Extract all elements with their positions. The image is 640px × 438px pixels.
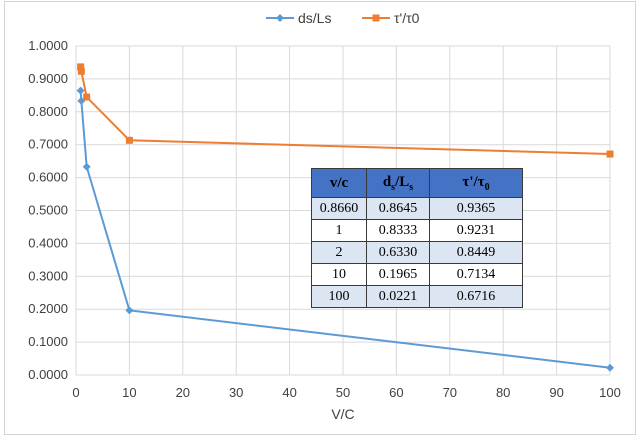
- data-point: [82, 162, 91, 171]
- y-tick-label: 0.0000: [28, 367, 68, 382]
- table-cell: 2: [311, 241, 367, 264]
- data-point: [77, 67, 85, 75]
- table-row: 100 0.0221 0.6716: [311, 285, 523, 308]
- table-header-tau-ratio: τ'/τ0: [429, 168, 523, 198]
- table-body: 0.8660 0.8645 0.9365 1 0.8333 0.9231 2 0.6330 0.…: [311, 197, 523, 308]
- table-cell: 0.6716: [429, 285, 523, 308]
- y-tick-label: 0.4000: [28, 235, 68, 250]
- x-tick-label: 40: [282, 385, 296, 400]
- x-tick-label: 50: [336, 385, 350, 400]
- y-tick-label: 0.8000: [28, 104, 68, 119]
- y-tick-label: 0.9000: [28, 71, 68, 86]
- x-tick-label: 20: [176, 385, 190, 400]
- data-point: [76, 86, 85, 95]
- table-header-vc: v/c: [311, 168, 367, 198]
- legend-marker: [372, 14, 380, 22]
- x-tick-label: 90: [549, 385, 563, 400]
- series-line-1: [79, 66, 611, 156]
- table-cell: 0.8660: [311, 197, 367, 220]
- table-cell: 100: [311, 285, 367, 308]
- data-point: [606, 363, 614, 372]
- x-tick-label: 60: [389, 385, 403, 400]
- chart-frame: [4, 1, 636, 435]
- data-point: [77, 63, 85, 71]
- table-cell: 0.9231: [429, 219, 523, 242]
- y-tick-label: 0.2000: [28, 301, 68, 316]
- x-axis-ticks: 0 10 20 30 40 50 60 70 80 90 100: [72, 385, 620, 400]
- y-axis-ticks: 0.0000 0.1000 0.2000 0.3000 0.4000 0.5000 0.60…: [28, 38, 68, 382]
- table-row: 10 0.1965 0.7134: [311, 263, 523, 286]
- y-tick-label: 0.7000: [28, 137, 68, 152]
- table-cell: 0.0221: [366, 285, 430, 308]
- table-cell: 0.7134: [429, 263, 523, 286]
- table-cell: 0.9365: [429, 197, 523, 220]
- x-tick-label: 80: [496, 385, 510, 400]
- table-row: 1 0.8333 0.9231: [311, 219, 523, 242]
- table-cell: 0.6330: [366, 241, 430, 264]
- legend-marker: [276, 14, 284, 22]
- y-tick-label: 1.0000: [28, 38, 68, 53]
- table-row: 0.8660 0.8645 0.9365: [311, 197, 523, 220]
- data-point: [125, 306, 134, 315]
- data-point: [125, 136, 133, 144]
- legend: ds/Ls τ'/τ0: [266, 10, 420, 26]
- x-tick-label: 30: [229, 385, 243, 400]
- y-tick-label: 0.1000: [28, 334, 68, 349]
- table-row: 2 0.6330 0.8449: [311, 241, 523, 264]
- table-header-ds-ls: ds/Ls: [366, 168, 430, 198]
- x-tick-label: 70: [443, 385, 457, 400]
- legend-label: τ'/τ0: [394, 10, 420, 26]
- data-point: [606, 150, 614, 158]
- series-group: [76, 63, 614, 372]
- table-cell: 10: [311, 263, 367, 286]
- x-tick-label: 0: [72, 385, 79, 400]
- legend-label: ds/Ls: [298, 10, 331, 26]
- x-tick-label: 10: [122, 385, 136, 400]
- y-tick-label: 0.5000: [28, 203, 68, 218]
- table-cell: 0.8333: [366, 219, 430, 242]
- table-header-row: v/c ds/Ls τ'/τ0: [311, 168, 523, 198]
- y-tick-label: 0.3000: [28, 268, 68, 283]
- data-table: v/c ds/Ls τ'/τ0 0.8660 0.8645 0.9365 1 0.833…: [311, 168, 523, 308]
- x-axis-title: V/C: [331, 406, 354, 422]
- table-cell: 0.8449: [429, 241, 523, 264]
- x-tick-label: 100: [599, 385, 621, 400]
- table-cell: 1: [311, 219, 367, 242]
- y-tick-label: 0.6000: [28, 170, 68, 185]
- table-cell: 0.1965: [366, 263, 430, 286]
- data-point: [83, 93, 91, 101]
- table-cell: 0.8645: [366, 197, 430, 220]
